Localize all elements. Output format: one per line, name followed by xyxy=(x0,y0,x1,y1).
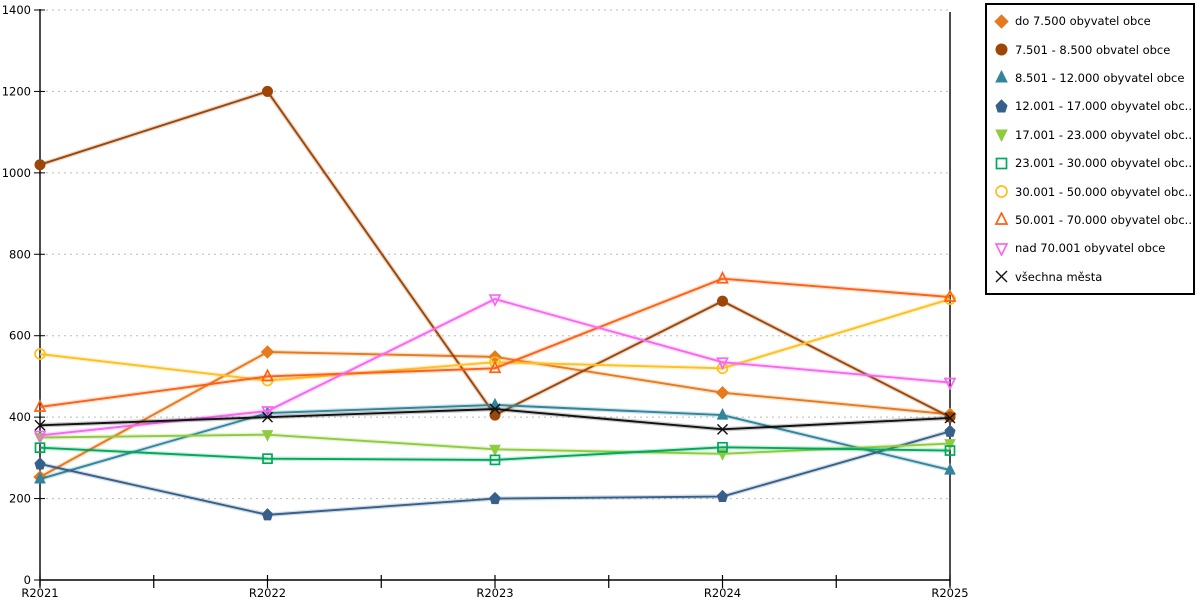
y-tick-label: 1000 xyxy=(2,166,31,180)
y-tick-label: 200 xyxy=(9,492,31,506)
legend-label: 17.001 - 23.000 obyvatel obc... xyxy=(1015,127,1193,142)
legend-label: do 7.500 obyvatel obce xyxy=(1015,14,1151,29)
legend-item-3: 8.501 - 12.000 obyvatel obce xyxy=(994,64,1193,91)
legend-label: všechna města xyxy=(1015,269,1103,284)
legend-item-10: všechna města xyxy=(994,263,1193,290)
legend-label: nad 70.001 obyvatel obce xyxy=(1015,241,1166,256)
legend-label: 7.501 - 8.500 obvatel obce xyxy=(1015,42,1171,57)
x-tick-label: R2021 xyxy=(21,586,58,600)
legend-item-1: do 7.500 obyvatel obce xyxy=(994,8,1193,35)
series-6 xyxy=(34,441,956,466)
legend-label: 50.001 - 70.000 obyvatel obc... xyxy=(1015,212,1193,227)
y-tick-label: 400 xyxy=(9,410,31,424)
legend-item-9: nad 70.001 obyvatel obce xyxy=(994,235,1193,262)
y-tick-label: 0 xyxy=(24,573,31,587)
triangle-up-marker-icon xyxy=(995,70,1008,83)
x-tick-label: R2023 xyxy=(476,586,513,600)
triangle-up-marker-icon xyxy=(994,212,1009,226)
y-tick-label: 1400 xyxy=(2,3,31,17)
triangle-down-marker-icon xyxy=(994,242,1009,256)
legend-item-5: 17.001 - 23.000 obyvatel obc... xyxy=(994,121,1193,148)
x-tick-label: R2025 xyxy=(931,586,968,600)
legend-label: 12.001 - 17.000 obyvatel obc... xyxy=(1015,99,1193,114)
x-marker-icon xyxy=(995,270,1008,283)
series-10 xyxy=(34,403,956,435)
legend-label: 23.001 - 30.000 obyvatel obc... xyxy=(1015,156,1193,171)
series-8 xyxy=(33,270,957,412)
legend-label: 30.001 - 50.000 obyvatel obc... xyxy=(1015,184,1193,199)
pentagon-marker-icon xyxy=(995,99,1008,113)
circle-marker-icon xyxy=(995,185,1008,198)
legend-item-6: 23.001 - 30.000 obyvatel obc... xyxy=(994,150,1193,177)
square-marker-icon xyxy=(995,157,1008,169)
triangle-down-marker-icon xyxy=(995,129,1008,143)
circle-marker-icon xyxy=(995,43,1008,56)
y-tick-label: 1200 xyxy=(2,84,31,98)
x-tick-label: R2022 xyxy=(249,586,286,600)
series-4 xyxy=(34,424,956,521)
x-tick-label: R2024 xyxy=(704,586,741,600)
chart-legend: do 7.500 obyvatel obce 7.501 - 8.500 obva… xyxy=(985,3,1195,295)
legend-item-4: 12.001 - 17.000 obyvatel obc... xyxy=(994,93,1193,120)
legend-label: 8.501 - 12.000 obyvatel obce xyxy=(1015,70,1185,85)
legend-item-7: 30.001 - 50.000 obyvatel obc... xyxy=(994,178,1193,205)
y-tick-label: 800 xyxy=(9,247,31,261)
y-tick-label: 600 xyxy=(9,329,31,343)
legend-item-2: 7.501 - 8.500 obvatel obce xyxy=(994,36,1193,63)
diamond-marker-icon xyxy=(994,13,1009,29)
legend-item-8: 50.001 - 70.000 obyvatel obc... xyxy=(994,206,1193,233)
